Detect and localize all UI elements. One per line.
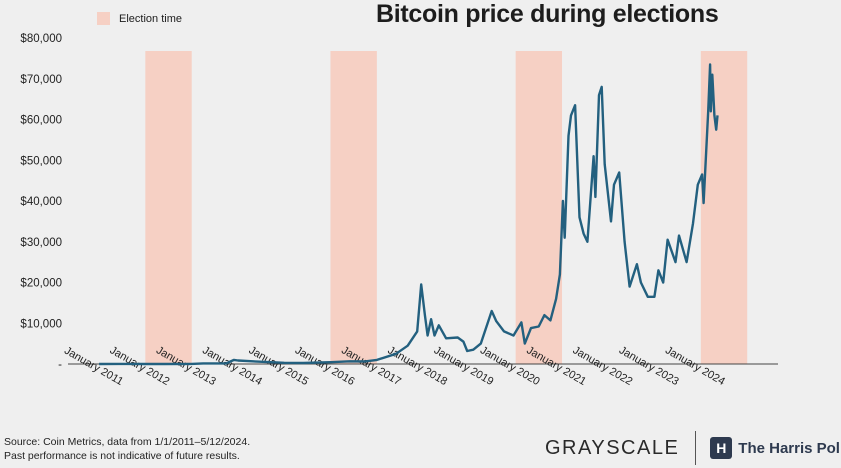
legend-label-election: Election time (119, 12, 182, 25)
grayscale-logo: GRAYSCALE (545, 436, 680, 459)
y-tick-label: $40,000 (20, 196, 62, 208)
disclaimer-line: Past performance is not indicative of fu… (4, 450, 240, 462)
harris-poll-logo-text: The Harris Poll (738, 439, 841, 457)
chart-title: Bitcoin price during elections (376, 0, 719, 28)
y-tick-label: - (58, 359, 62, 371)
election-band (515, 51, 563, 364)
legend-swatch-election (97, 12, 110, 25)
source-line: Source: Coin Metrics, data from 1/1/2011… (4, 436, 251, 448)
logo-divider (695, 431, 697, 465)
footer-logos: GRAYSCALE H The Harris Poll (545, 428, 841, 468)
election-band (145, 51, 192, 364)
y-tick-label: $20,000 (20, 278, 62, 290)
y-tick-label: $50,000 (20, 155, 62, 167)
y-tick-label: $80,000 (20, 33, 62, 45)
source-note: Source: Coin Metrics, data from 1/1/2011… (4, 435, 250, 463)
harris-poll-logo-icon: H (710, 437, 733, 459)
election-band (330, 51, 377, 364)
y-tick-label: $10,000 (20, 318, 62, 330)
y-tick-label: $30,000 (20, 237, 62, 249)
legend: Election time (97, 12, 182, 25)
y-tick-label: $60,000 (20, 115, 62, 127)
y-tick-label: $70,000 (20, 74, 62, 86)
bitcoin-price-line (99, 63, 719, 366)
